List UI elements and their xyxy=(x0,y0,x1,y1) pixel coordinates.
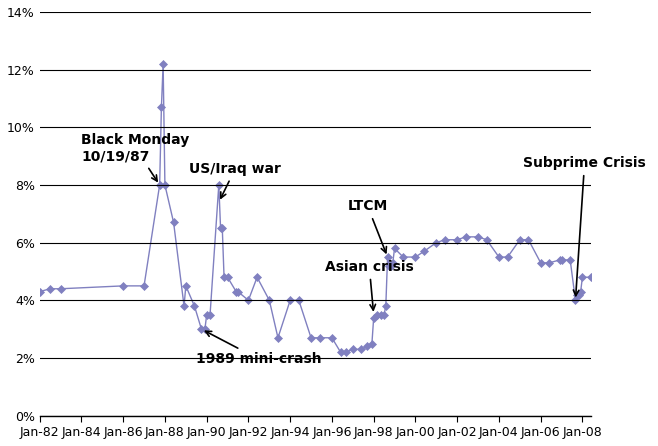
Text: US/Iraq war: US/Iraq war xyxy=(190,162,281,198)
Text: LTCM: LTCM xyxy=(347,199,388,253)
Text: Asian crisis: Asian crisis xyxy=(325,260,414,310)
Text: 1989 mini-crash: 1989 mini-crash xyxy=(196,331,322,366)
Text: Subprime Crisis: Subprime Crisis xyxy=(523,156,646,296)
Text: Black Monday
10/19/87: Black Monday 10/19/87 xyxy=(82,133,190,181)
